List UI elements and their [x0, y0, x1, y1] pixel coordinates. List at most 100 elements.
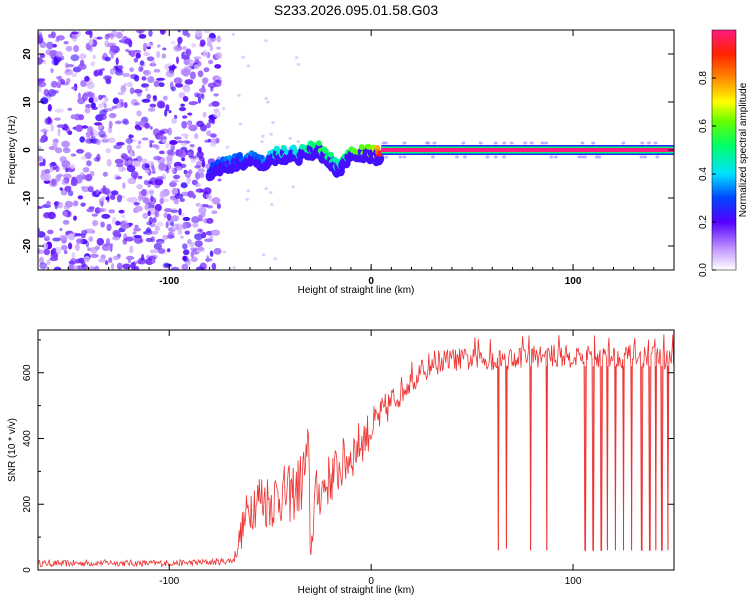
noise-speckle	[193, 56, 202, 60]
noise-speckle	[143, 231, 147, 235]
y-tick-label: 20	[22, 48, 33, 60]
noise-speckle	[122, 72, 131, 78]
noise-speckle	[148, 30, 153, 37]
noise-speckle	[133, 75, 140, 82]
noise-speckle	[118, 209, 125, 214]
noise-speckle	[122, 167, 126, 171]
noise-speckle	[38, 33, 43, 40]
noise-speckle	[66, 63, 75, 68]
noise-speckle	[114, 158, 124, 165]
noise-speckle	[180, 163, 187, 168]
noise-speckle	[101, 213, 111, 219]
noise-speckle	[142, 197, 150, 204]
x-tick-label: 100	[565, 276, 582, 287]
noise-speckle	[153, 80, 160, 88]
noise-speckle	[139, 60, 145, 66]
noise-speckle	[148, 180, 153, 185]
noise-speckle	[162, 234, 169, 240]
noise-speckle	[44, 168, 51, 175]
noise-speckle	[47, 211, 56, 220]
noise-speckle	[138, 194, 142, 202]
noise-speckle	[149, 103, 157, 108]
noise-speckle	[149, 142, 153, 148]
noise-speckle	[104, 56, 111, 62]
noise-speckle	[171, 166, 175, 174]
noise-speckle	[167, 231, 173, 239]
noise-speckle	[56, 82, 62, 89]
noise-speckle	[67, 233, 76, 241]
noise-speckle	[169, 140, 178, 145]
noise-speckle	[123, 38, 132, 44]
noise-speckle	[199, 189, 204, 193]
noise-speckle	[159, 150, 165, 155]
noise-speckle	[133, 227, 142, 232]
noise-speckle	[64, 68, 73, 76]
noise-speckle	[133, 236, 143, 244]
noise-speckle	[63, 173, 72, 179]
noise-speckle	[169, 181, 177, 188]
noise-speckle	[81, 186, 91, 193]
noise-speckle	[206, 41, 211, 47]
noise-speckle	[141, 98, 151, 103]
noise-speckle	[44, 235, 50, 239]
noise-speckle	[201, 93, 205, 100]
noise-speckle	[273, 257, 278, 261]
noise-speckle	[108, 257, 113, 263]
noise-speckle	[182, 216, 191, 222]
noise-speckle	[150, 195, 154, 203]
noise-speckle	[153, 68, 161, 73]
y-tick-label: 600	[22, 364, 33, 381]
noise-speckle	[41, 134, 47, 139]
noise-speckle	[214, 64, 222, 69]
x-tick-label: 0	[368, 276, 374, 287]
noise-speckle	[104, 108, 114, 112]
noise-speckle	[114, 69, 124, 76]
noise-speckle	[208, 118, 215, 124]
noise-speckle	[173, 136, 182, 140]
noise-speckle	[90, 61, 96, 67]
noise-speckle	[210, 133, 217, 138]
noise-speckle	[64, 185, 72, 192]
noise-speckle	[147, 183, 151, 188]
noise-speckle	[209, 235, 214, 240]
noise-speckle	[134, 102, 141, 106]
noise-speckle	[138, 34, 147, 39]
noise-speckle	[98, 207, 107, 213]
noise-speckle	[129, 149, 134, 158]
noise-speckle	[261, 134, 265, 138]
noise-speckle	[90, 253, 99, 258]
noise-speckle	[201, 231, 207, 239]
noise-speckle	[38, 81, 47, 88]
noise-speckle	[50, 161, 57, 167]
noise-speckle	[151, 258, 156, 264]
noise-speckle	[211, 229, 221, 236]
noise-speckle	[181, 212, 185, 217]
noise-speckle	[195, 30, 203, 38]
noise-speckle	[45, 49, 53, 56]
noise-speckle	[294, 56, 299, 60]
noise-speckle	[38, 205, 44, 209]
noise-speckle	[170, 221, 174, 227]
noise-speckle	[186, 32, 191, 38]
noise-speckle	[117, 65, 124, 70]
noise-speckle	[123, 82, 127, 87]
signal-blob	[327, 151, 334, 158]
noise-speckle	[105, 238, 111, 246]
noise-speckle	[188, 155, 197, 159]
noise-speckle	[166, 213, 172, 221]
noise-speckle	[144, 122, 150, 129]
band-speckle	[398, 155, 403, 159]
band-speckle	[523, 141, 528, 145]
noise-speckle	[116, 262, 123, 270]
noise-speckle	[104, 96, 109, 103]
noise-speckle	[111, 190, 119, 196]
noise-speckle	[109, 68, 115, 75]
noise-speckle	[188, 101, 198, 106]
noise-speckle	[39, 138, 46, 143]
noise-speckle	[115, 31, 123, 39]
noise-speckle	[149, 126, 153, 130]
noise-speckle	[133, 57, 139, 63]
noise-speckle	[92, 219, 99, 227]
noise-speckle	[177, 140, 184, 144]
noise-speckle	[88, 228, 95, 235]
